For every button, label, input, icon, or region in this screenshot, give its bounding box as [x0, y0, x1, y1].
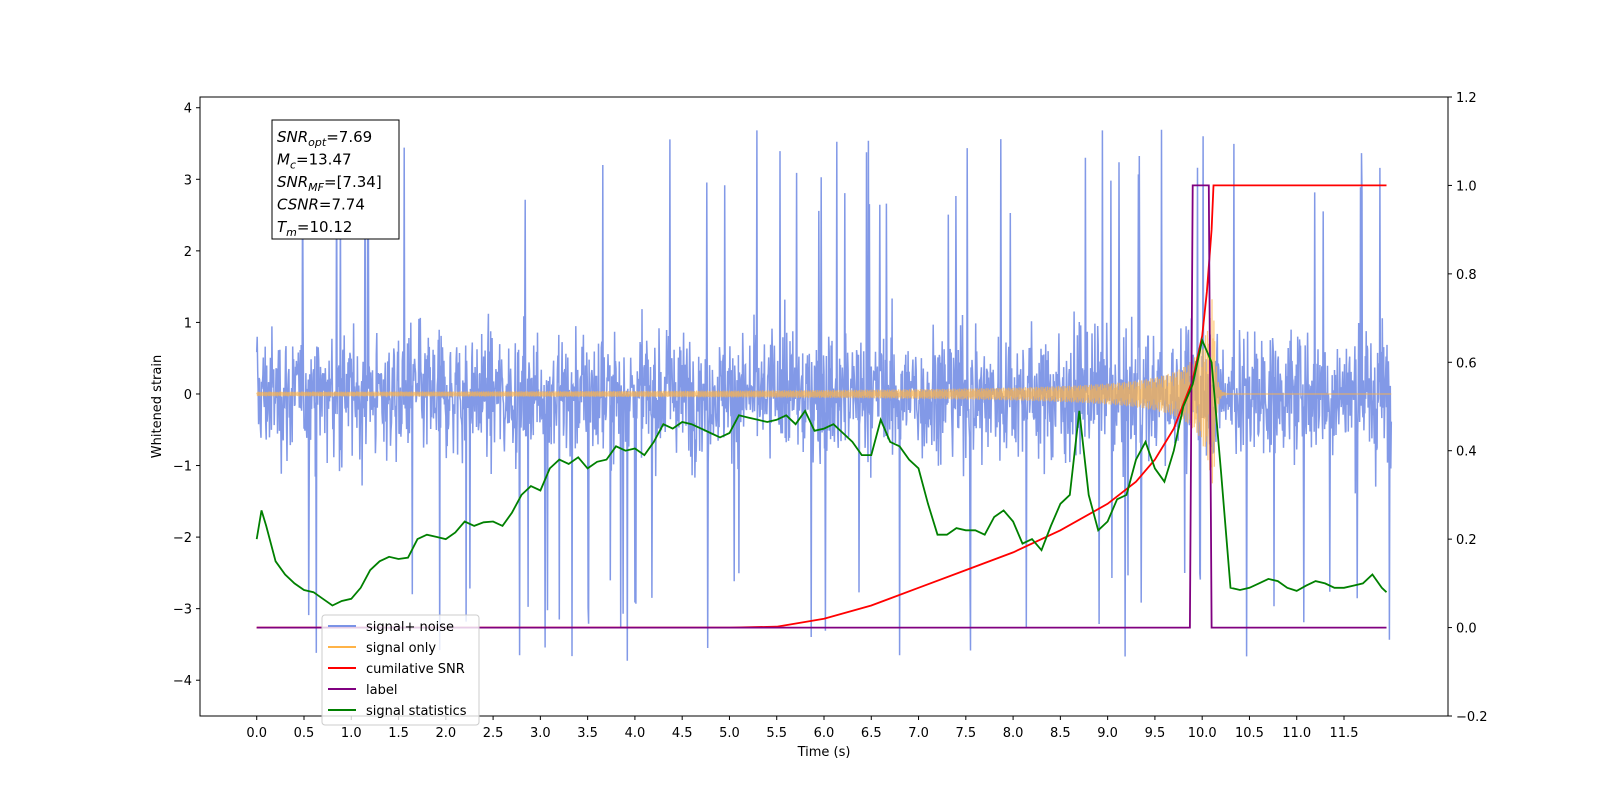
- x-tick-label: 9.5: [1145, 726, 1166, 741]
- legend-frame: [321, 614, 480, 726]
- x-tick-label: 3.5: [577, 726, 598, 741]
- y-tick-label: 3: [184, 173, 192, 188]
- x-tick-label: 4.0: [625, 726, 646, 741]
- legend-label: signal+ noise: [366, 620, 454, 635]
- y-tick-label: −2: [173, 531, 192, 546]
- legend: signal+ noise signal only cumilative SNR la…: [321, 614, 480, 726]
- x-tick-label: 0.5: [294, 726, 315, 741]
- x-tick-label: 6.0: [814, 726, 835, 741]
- x-tick-label: 1.5: [388, 726, 409, 741]
- x-tick-label: 11.0: [1282, 726, 1311, 741]
- x-tick-label: 10.0: [1188, 726, 1217, 741]
- legend-label: label: [366, 683, 397, 698]
- y-right-tick-label: 1.0: [1456, 179, 1477, 194]
- y-right-tick-label: 1.2: [1456, 91, 1477, 106]
- x-tick-label: 6.5: [861, 726, 882, 741]
- x-tick-label: 9.0: [1097, 726, 1118, 741]
- legend-label: signal only: [366, 641, 436, 656]
- y-right-tick-label: 0.0: [1456, 622, 1477, 637]
- y-right-tick-label: 0.8: [1456, 268, 1477, 283]
- x-tick-label: 7.0: [908, 726, 929, 741]
- x-tick-label: 2.0: [435, 726, 456, 741]
- y-right-tick-label: 0.2: [1456, 533, 1477, 548]
- y-tick-label: 2: [184, 245, 192, 260]
- x-tick-label: 8.5: [1050, 726, 1071, 741]
- legend-label: signal statistics: [366, 704, 467, 719]
- series-signal-statistics: [255, 337, 1388, 607]
- x-tick-label: 1.0: [341, 726, 362, 741]
- info-box-frame: [271, 119, 400, 240]
- info-line: Mc=13.47: [277, 151, 352, 172]
- x-tick-label: 8.0: [1003, 726, 1024, 741]
- info-line: SNRMF=[7.34]: [277, 173, 382, 194]
- x-tick-label: 5.5: [766, 726, 787, 741]
- series-signal-only: [256, 299, 1392, 484]
- x-tick-label: 5.0: [719, 726, 740, 741]
- y-tick-label: −1: [173, 460, 192, 475]
- series-cumulative-snr: [256, 184, 1387, 629]
- x-tick-label: 7.5: [955, 726, 976, 741]
- y-right-tick-label: 0.4: [1456, 445, 1477, 460]
- series-signal-noise: [255, 128, 1393, 661]
- legend-label: cumilative SNR: [366, 662, 465, 677]
- y-tick-label: 4: [184, 102, 192, 117]
- info-line: CSNR=7.74: [277, 196, 365, 214]
- y-right-tick-label: −0.2: [1456, 710, 1488, 725]
- x-tick-label: 4.5: [672, 726, 693, 741]
- x-tick-label: 3.0: [530, 726, 551, 741]
- x-axis-label: Time (s): [797, 745, 851, 760]
- y-tick-label: 1: [184, 316, 192, 331]
- x-tick-label: 11.5: [1330, 726, 1359, 741]
- y-axis-label: Whitened strain: [150, 355, 165, 458]
- x-tick-label: 10.5: [1235, 726, 1264, 741]
- series-layer: [255, 128, 1393, 661]
- x-tick-label: 0.0: [246, 726, 267, 741]
- y-tick-label: −3: [173, 603, 192, 618]
- info-line: SNRopt=7.69: [277, 128, 372, 149]
- axes-layer: 0.0 0.5 1.0 1.5 2.0 2.5 3.0 3.5 4.0 4.5 5.0 5.5 6.0 6…: [173, 91, 1488, 741]
- y-tick-label: −4: [173, 674, 192, 689]
- y-right-tick-label: 0.6: [1456, 356, 1477, 371]
- y-tick-label: 0: [184, 388, 192, 403]
- x-tick-label: 2.5: [483, 726, 504, 741]
- series-label: [256, 184, 1387, 629]
- info-line: Tm=10.12: [277, 218, 352, 239]
